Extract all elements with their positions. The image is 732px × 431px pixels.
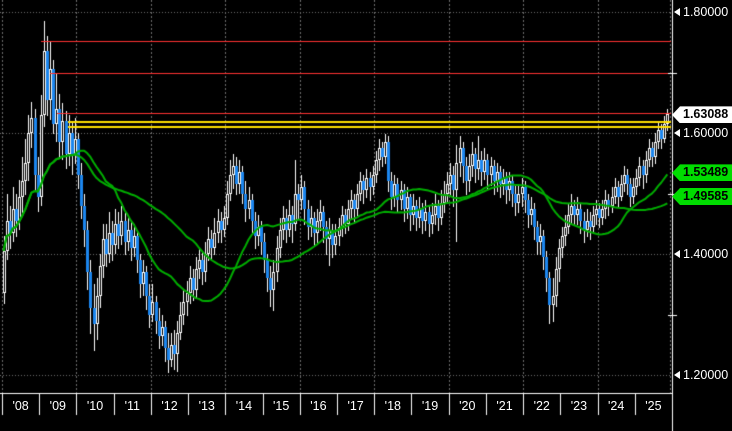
- price-tick-arrow-icon: [674, 250, 680, 258]
- time-scale-label: '12: [161, 399, 178, 413]
- time-scale-label: '15: [273, 399, 290, 413]
- price-tick-arrow-icon: [674, 129, 680, 137]
- ma-fast-price-value: 1.53489: [683, 165, 729, 180]
- time-scale-label: '25: [645, 399, 662, 413]
- price-scale-value: 1.20000: [683, 368, 729, 382]
- time-scale-label: '14: [235, 399, 253, 413]
- time-scale-label: '16: [310, 399, 327, 413]
- time-scale-label: '13: [198, 399, 215, 413]
- time-scale-label: '17: [347, 399, 364, 413]
- price-scale-label: 1.40000: [674, 246, 728, 262]
- time-scale-label: '23: [570, 399, 588, 413]
- ma-slow-price-value: 1.49585: [683, 189, 729, 203]
- current-price-value: 1.63088: [683, 107, 729, 122]
- ma-slow-price-tag: 1.49585: [672, 188, 732, 205]
- time-scale-label: '21: [496, 399, 513, 413]
- time-scale-label: '19: [421, 399, 439, 413]
- price-scale-label: 1.60000: [674, 125, 728, 141]
- time-scale-label: '20: [459, 399, 476, 413]
- price-scale-label: 1.20000: [674, 367, 728, 383]
- price-tick-arrow-icon: [674, 371, 680, 379]
- time-scale-label: '08: [12, 399, 29, 413]
- time-scale-label: '09: [49, 399, 66, 413]
- price-scale-value: 1.80000: [683, 5, 729, 19]
- price-scale-value: 1.40000: [683, 247, 729, 261]
- time-scale-label: '22: [533, 399, 550, 413]
- time-scale-label: '18: [384, 399, 401, 413]
- ma-fast-price-tag: 1.53489: [672, 164, 732, 182]
- time-scale-label: '11: [124, 399, 140, 413]
- price-scale-value: 1.60000: [683, 126, 729, 140]
- price-scale[interactable]: 1.80000 1.60000 1.40000 1.20000: [672, 0, 732, 431]
- time-scale-label: '10: [86, 399, 104, 413]
- time-scale-label: '24: [608, 399, 625, 413]
- time-scale[interactable]: '08 '09 '10 '11 '12 '13 '14 '15 '16 '17 '18 '19 '20 '…: [0, 393, 673, 431]
- current-price-tag: 1.63088: [672, 106, 732, 124]
- price-scale-label: 1.80000: [674, 4, 728, 20]
- price-tick-arrow-icon: [674, 8, 680, 16]
